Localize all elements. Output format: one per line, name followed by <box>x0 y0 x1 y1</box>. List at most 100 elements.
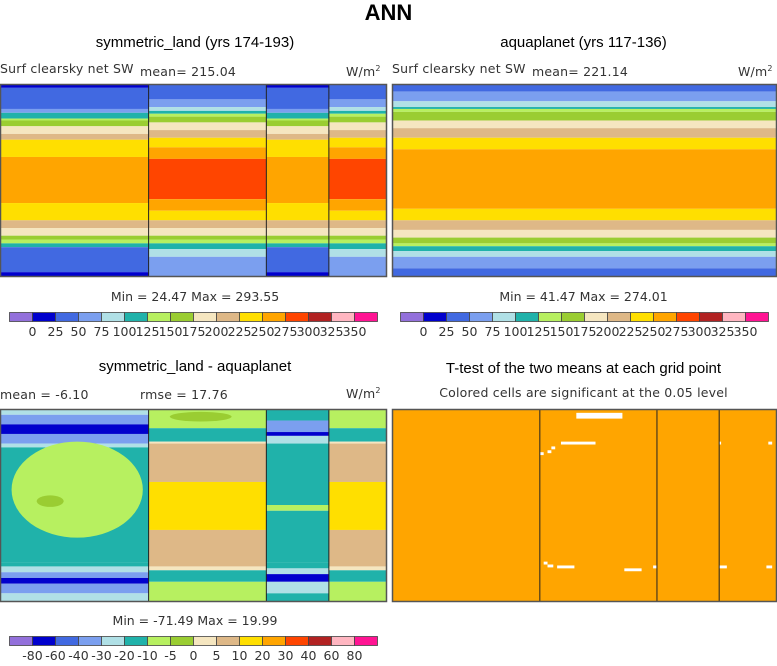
colorbar-tick-label: 175 <box>573 324 597 339</box>
colorbar-swatch <box>124 636 148 646</box>
insignificant-cell <box>719 441 722 445</box>
contour-band <box>0 243 149 248</box>
contour-band <box>266 443 329 505</box>
units-label: W/m2 <box>346 64 381 80</box>
contour-band <box>328 581 386 601</box>
map-aquaplanet <box>391 83 777 278</box>
contour-band <box>328 113 386 117</box>
contour-band <box>266 139 329 157</box>
contour-band <box>148 110 267 114</box>
contour-band <box>0 108 149 113</box>
colorbar-swatch <box>285 636 309 646</box>
contour-band <box>392 208 776 221</box>
contour-band <box>0 272 149 276</box>
contour-band <box>328 220 386 228</box>
colorbar-swatch <box>170 636 194 646</box>
contour-band <box>0 156 149 204</box>
colorbar-tick-label: 25 <box>48 324 64 339</box>
colorbar-aquaplanet: 0 25 50 75 100 125 150 175 200 225 250 275 300 325 350 <box>400 312 769 339</box>
insignificant-cell <box>557 565 575 569</box>
contour-band <box>148 235 267 240</box>
contour-blob <box>169 411 232 422</box>
contour-band <box>148 99 267 108</box>
colorbar-tick-label: 80 <box>347 648 363 663</box>
contour-band <box>328 107 386 111</box>
colorbar-swatch <box>354 312 378 322</box>
map-ttest <box>391 408 777 603</box>
colorbar-swatch <box>78 636 102 646</box>
contour-band <box>328 158 386 200</box>
contour-band <box>266 156 329 204</box>
contour-band <box>392 237 776 244</box>
ttest-subtitle: Colored cells are significant at the 0.0… <box>439 385 728 400</box>
colorbar-tick-label: 325 <box>320 324 344 339</box>
contour-band <box>328 529 386 567</box>
contour-band <box>328 428 386 442</box>
contour-band <box>392 229 776 238</box>
insignificant-cell <box>560 441 596 445</box>
contour-band <box>392 268 776 276</box>
colorbar-tick-label: -40 <box>68 648 88 663</box>
contour-band <box>266 247 329 273</box>
colorbar-tick-label: 25 <box>439 324 455 339</box>
insignificant-cell <box>624 568 642 572</box>
colorbar-swatch <box>9 636 33 646</box>
units-label: W/m2 <box>738 64 773 80</box>
insignificant-cell <box>719 565 727 569</box>
contour-band <box>0 577 149 584</box>
colorbar-tick-label: 175 <box>182 324 206 339</box>
min-max-label: Min = 24.47 Max = 293.55 <box>110 289 280 304</box>
colorbar-swatch <box>676 312 700 322</box>
colorbar-tick-label: 5 <box>213 648 221 663</box>
colorbar-tick-label: 100 <box>113 324 137 339</box>
variable-label: Surf clearsky net SW <box>0 61 134 76</box>
colorbar-swatch <box>331 312 355 322</box>
contour-blob <box>11 441 143 538</box>
contour-band <box>148 243 267 250</box>
colorbar-tick-label: 150 <box>550 324 574 339</box>
contour-band <box>0 84 149 88</box>
colorbar-tick-label: 0 <box>190 648 198 663</box>
contour-band <box>328 256 386 276</box>
colorbar-swatch <box>32 636 56 646</box>
colorbar-swatch <box>32 312 56 322</box>
colorbar-difference: -80 -60 -40 -30 -20 -10 -5 0 5 10 20 30 40 60 80 <box>9 636 378 663</box>
contour-band <box>148 158 267 200</box>
colorbar-swatch <box>469 312 493 322</box>
colorbar-tick-label: 50 <box>71 324 87 339</box>
variable-label: Surf clearsky net SW <box>392 61 526 76</box>
contour-band <box>148 529 267 567</box>
contour-band <box>0 112 149 119</box>
panel-title-symmetric-land: symmetric_land (yrs 174-193) <box>95 34 295 51</box>
colorbar-tick-label: 350 <box>343 324 367 339</box>
contour-band <box>266 510 329 563</box>
contour-band <box>0 228 149 236</box>
colorbar-tick-label: -10 <box>137 648 157 663</box>
contour-band <box>328 481 386 530</box>
mean-label: mean= 215.04 <box>140 64 237 79</box>
colorbar-tick-label: 325 <box>711 324 735 339</box>
map-symmetric-land <box>0 83 388 278</box>
contour-band <box>328 147 386 159</box>
contour-band <box>0 239 149 244</box>
contour-band <box>266 235 329 240</box>
colorbar-tick-label: 200 <box>596 324 620 339</box>
colorbar-tick-label: 275 <box>665 324 689 339</box>
colorbar-tick-label: 75 <box>485 324 501 339</box>
contour-band <box>328 243 386 250</box>
contour-band <box>148 210 267 221</box>
colorbar-tick-label: 300 <box>688 324 712 339</box>
colorbar-tick-label: 30 <box>278 648 294 663</box>
colorbar-tick-label: 60 <box>324 648 340 663</box>
contour-band <box>328 199 386 211</box>
colorbar-tick-label: 300 <box>297 324 321 339</box>
mean-label: mean = -6.10 <box>0 387 89 402</box>
contour-band <box>328 99 386 108</box>
contour-band <box>148 256 267 276</box>
contour-band <box>392 149 776 209</box>
colorbar-swatch <box>285 312 309 322</box>
colorbar-tick-label: 75 <box>94 324 110 339</box>
contour-band <box>266 432 329 436</box>
insignificant-cell <box>539 452 544 456</box>
contour-band <box>148 137 267 148</box>
